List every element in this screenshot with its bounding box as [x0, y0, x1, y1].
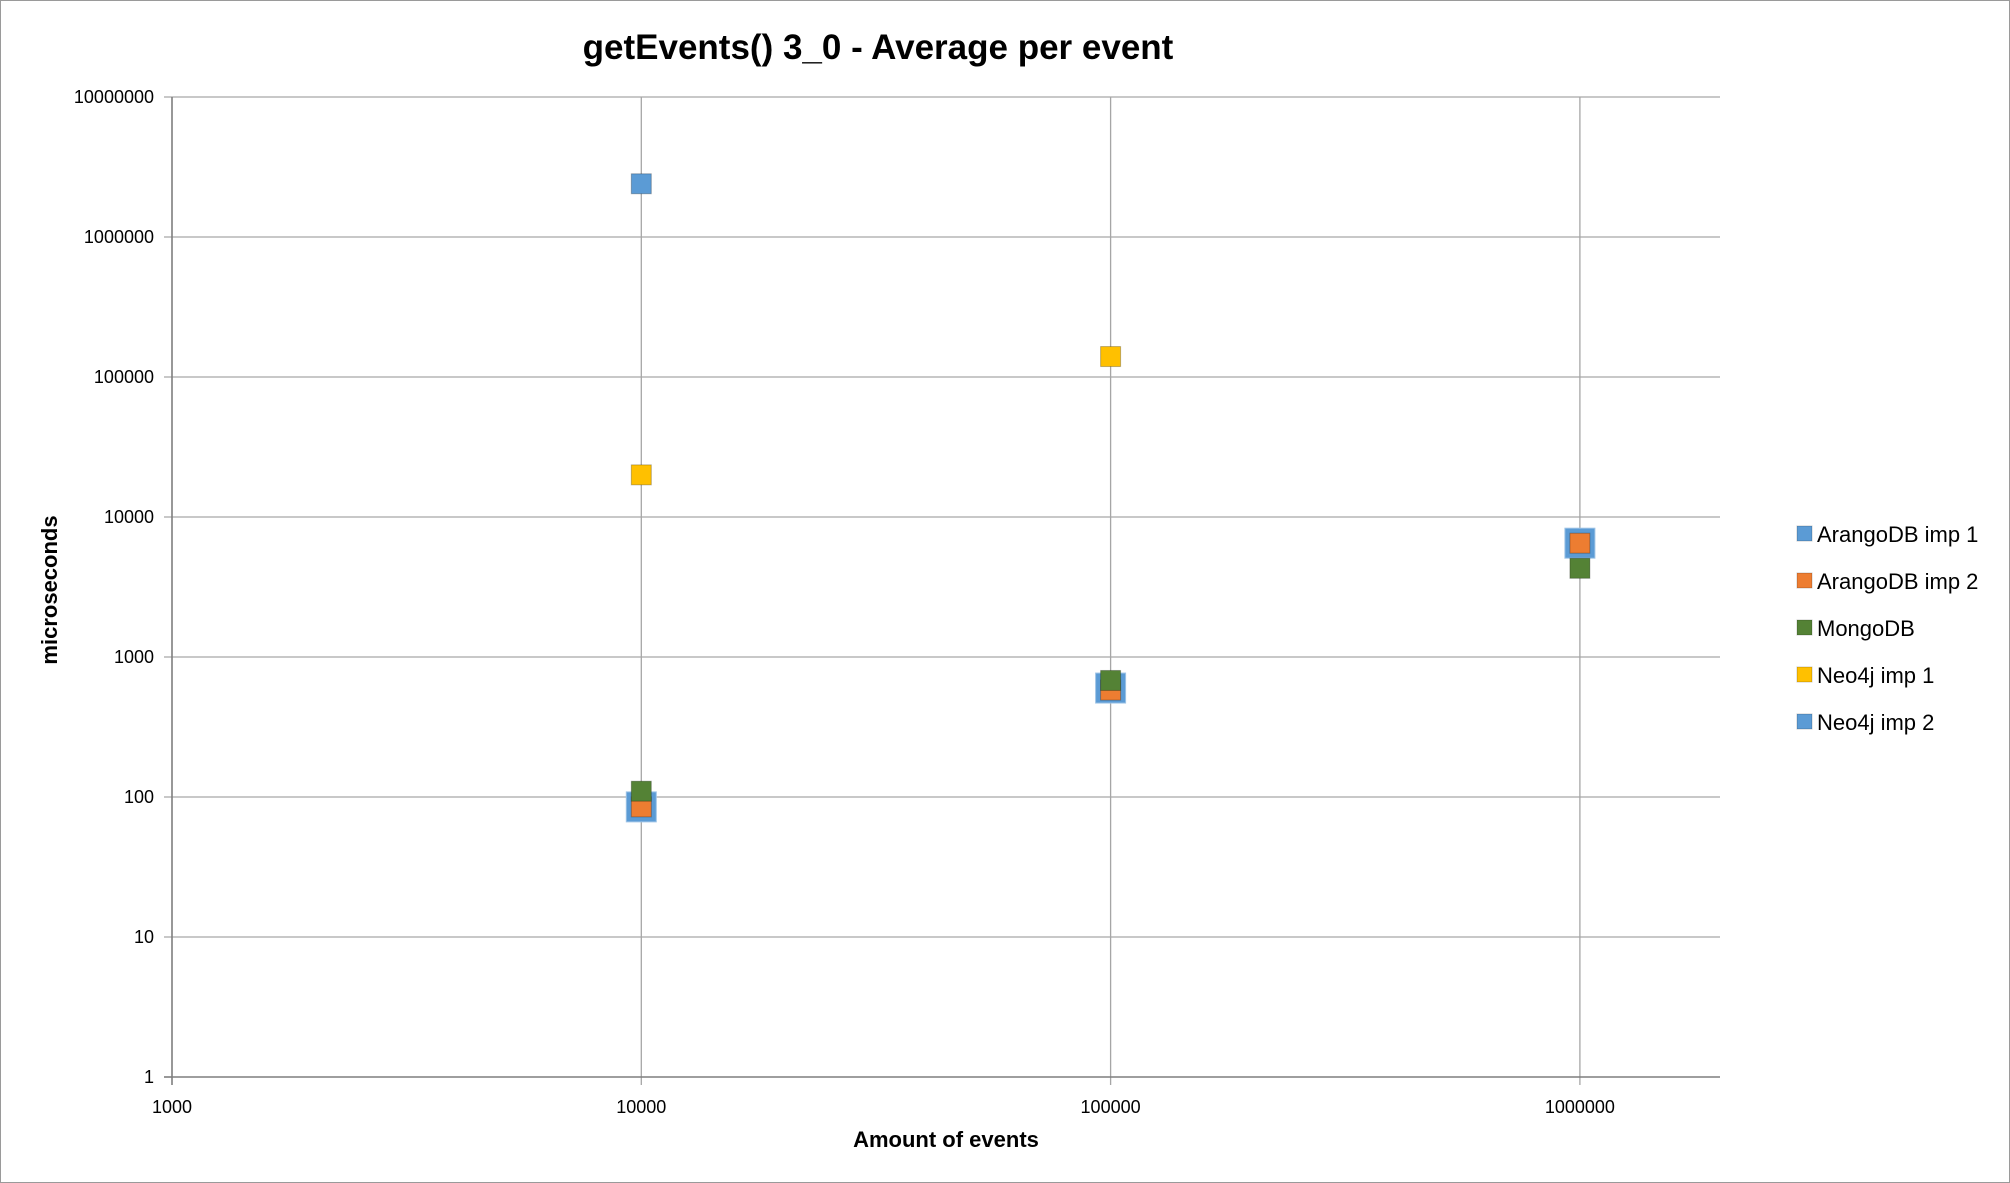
legend-label: Neo4j imp 1 — [1817, 663, 1934, 688]
y-tick-label: 10 — [134, 927, 154, 947]
data-points — [625, 173, 1596, 823]
legend-swatch — [1796, 666, 1813, 683]
y-tick-label: 100 — [124, 787, 154, 807]
data-point-mongodb — [1100, 669, 1122, 691]
legend-label: ArangoDB imp 1 — [1817, 522, 1978, 547]
data-point-arangodb-imp-2 — [1569, 532, 1591, 554]
data-point-neo4j-imp-1 — [630, 464, 652, 486]
chart-title: getEvents() 3_0 - Average per event — [583, 28, 1174, 67]
grid-lines — [164, 96, 1720, 1085]
y-tick-label: 1000000 — [84, 227, 154, 247]
axes — [164, 97, 1720, 1085]
legend-swatch — [1796, 619, 1813, 636]
tick-labels: 1 10 100 1000 10000 100000 1000000 10000000 1000… — [74, 87, 1615, 1117]
y-tick-label: 1000 — [114, 647, 154, 667]
legend-label: MongoDB — [1817, 616, 1915, 641]
y-tick-label: 10000 — [104, 507, 154, 527]
y-tick-label: 1 — [144, 1067, 154, 1087]
x-axis-label: Amount of events — [853, 1127, 1039, 1152]
x-tick-label: 1000000 — [1545, 1097, 1615, 1117]
y-tick-label: 100000 — [94, 367, 154, 387]
legend: ArangoDB imp 1 ArangoDB imp 2 MongoDB Neo4j… — [1796, 522, 1978, 735]
y-axis-label: microseconds — [37, 515, 62, 664]
x-tick-label: 10000 — [616, 1097, 666, 1117]
x-tick-label: 100000 — [1081, 1097, 1141, 1117]
legend-swatch — [1796, 713, 1813, 730]
data-point-mongodb — [1569, 557, 1591, 579]
legend-label: Neo4j imp 2 — [1817, 710, 1934, 735]
data-point-neo4j-imp-1 — [1100, 346, 1122, 368]
x-tick-label: 1000 — [152, 1097, 192, 1117]
legend-label: ArangoDB imp 2 — [1817, 569, 1978, 594]
legend-swatch — [1796, 572, 1813, 589]
legend-swatch — [1796, 525, 1813, 542]
data-point-mongodb — [630, 780, 652, 802]
y-tick-label: 10000000 — [74, 87, 154, 107]
data-point-neo4j-imp-2 — [630, 173, 652, 195]
